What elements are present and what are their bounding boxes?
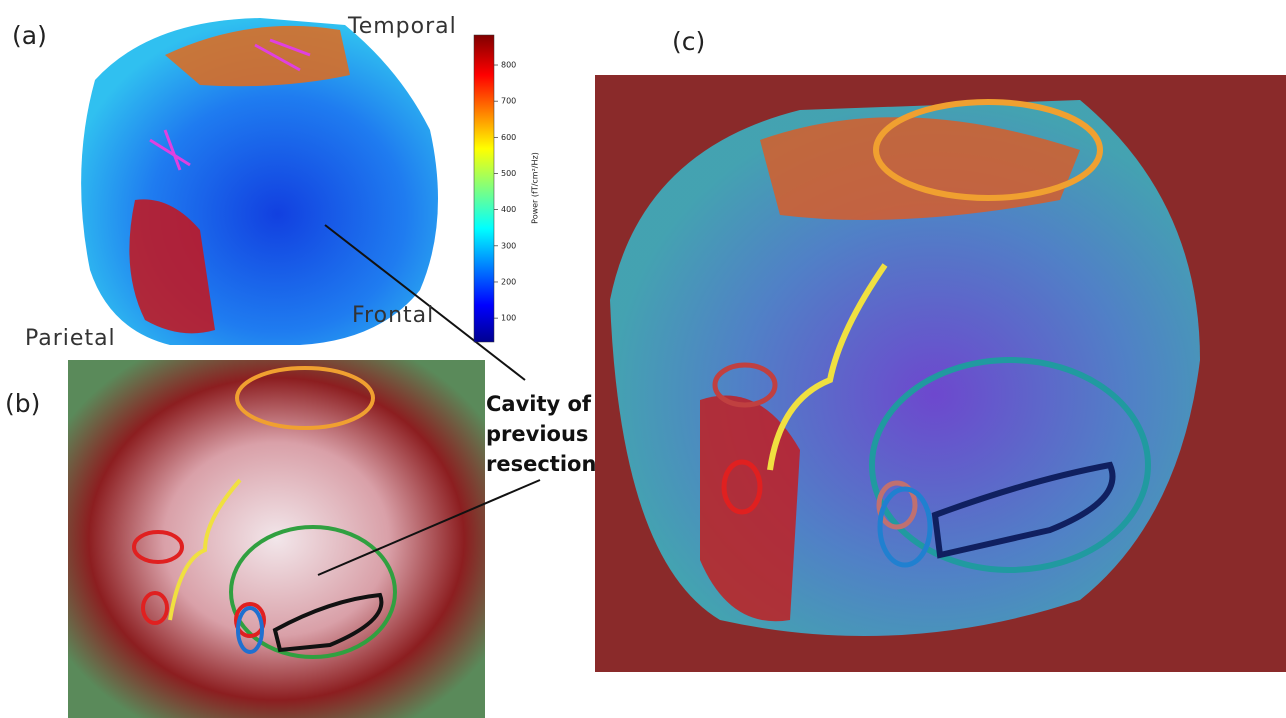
colorbar-tick-label: 500 [501,169,516,178]
annotation: previous [486,422,588,446]
region-label: Parietal [25,326,116,351]
colorbar-tick-label: 300 [501,241,516,250]
figure: Power (fT/cm²/Hz) (a) (b) (c) Temporal P… [0,0,1286,718]
panel-label: (a) [12,21,47,50]
region-label: Frontal [352,303,434,328]
colorbar-label: Power (fT/cm²/Hz) [531,152,540,224]
colorbar-tick-label: 800 [501,61,516,70]
photo-b [68,360,485,718]
colorbar-tick-label: 400 [501,205,516,214]
panel-label: (c) [672,27,705,56]
panel-label: (b) [5,389,40,418]
region-label: Temporal [347,14,457,39]
colorbar-tick-label: 700 [501,97,516,106]
annotation: resection [486,452,596,476]
colorbar-tick-label: 100 [501,314,516,323]
annotation: Cavity of [486,392,592,416]
colorbar [474,35,494,342]
colorbar-tick-label: 600 [501,133,516,142]
photo-c [595,75,1286,672]
brain-map [81,18,438,345]
colorbar-tick-label: 200 [501,277,516,286]
